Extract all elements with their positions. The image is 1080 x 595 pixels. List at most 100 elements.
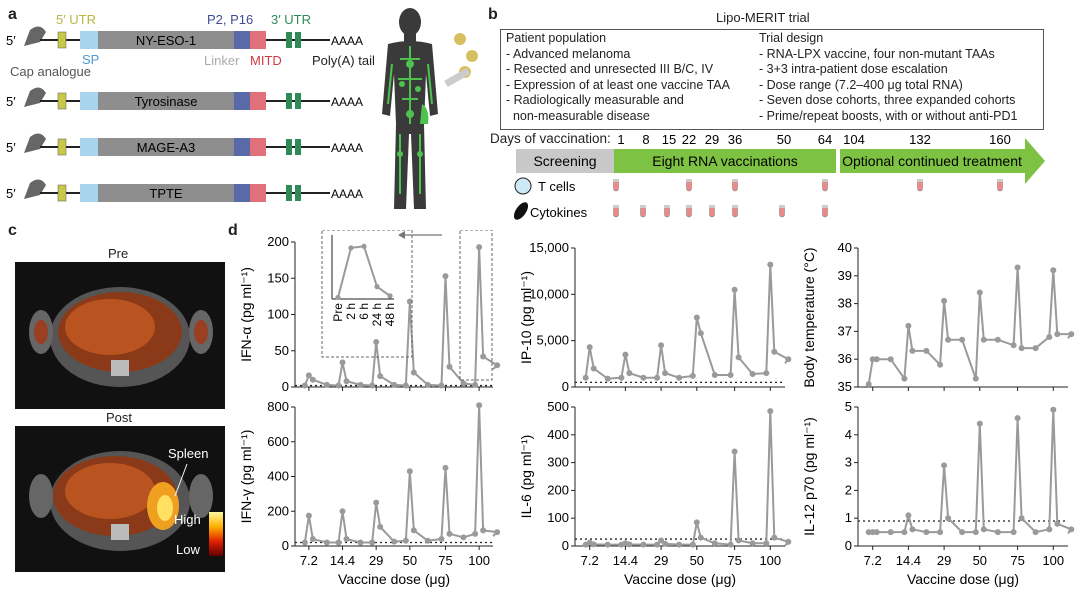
p2p16-block bbox=[234, 184, 250, 202]
data-point bbox=[626, 541, 633, 548]
five-prime-label: 5′ bbox=[6, 33, 16, 48]
y-tick-label: 37 bbox=[838, 323, 852, 338]
data-point bbox=[335, 382, 342, 389]
data-point bbox=[377, 373, 384, 380]
utr3-block bbox=[286, 32, 292, 48]
data-point bbox=[711, 371, 718, 378]
x-tick-label: 29 bbox=[369, 553, 383, 568]
data-point bbox=[301, 382, 308, 389]
inset-point bbox=[335, 294, 341, 301]
data-point bbox=[1018, 345, 1025, 352]
data-point bbox=[357, 381, 364, 388]
data-point bbox=[731, 448, 738, 455]
series-line bbox=[868, 409, 1072, 534]
data-point bbox=[476, 402, 483, 409]
trial-info-box: Patient population - Advanced melanoma -… bbox=[500, 29, 1044, 130]
data-point bbox=[749, 540, 756, 547]
data-point bbox=[676, 374, 683, 381]
y-axis-title: IP-10 (pg ml⁻¹) bbox=[518, 271, 534, 364]
data-point bbox=[305, 512, 312, 519]
data-point bbox=[654, 374, 661, 381]
continued-label: Optional continued treatment bbox=[842, 153, 1022, 169]
day-tick-label: 36 bbox=[728, 132, 742, 147]
y-tick-label: 4 bbox=[845, 427, 852, 442]
data-point bbox=[771, 348, 778, 355]
blood-tube-icon bbox=[732, 179, 738, 192]
spleen-label: Spleen bbox=[168, 446, 209, 461]
data-point bbox=[763, 540, 770, 547]
data-point bbox=[662, 370, 669, 377]
antigen-block bbox=[98, 31, 234, 49]
data-point bbox=[369, 382, 376, 389]
data-point bbox=[1050, 406, 1057, 413]
data-point bbox=[476, 244, 483, 251]
y-tick-label: 0 bbox=[282, 379, 289, 394]
data-point bbox=[442, 464, 449, 471]
x-tick-label: 75 bbox=[727, 553, 741, 568]
antigen-label: Tyrosinase bbox=[135, 94, 198, 109]
colorbar-low-label: Low bbox=[176, 542, 200, 557]
y-tick-label: 3 bbox=[845, 455, 852, 470]
population-item: - Radiologically measurable and bbox=[506, 93, 684, 108]
data-point bbox=[697, 330, 704, 337]
p2p16-block bbox=[234, 138, 250, 156]
data-point bbox=[618, 374, 625, 381]
day-tick-label: 1 bbox=[617, 132, 624, 147]
continued-phase-arrow bbox=[840, 138, 1045, 184]
series-tail bbox=[492, 364, 498, 370]
x-axis-title: Vaccine dose (μg) bbox=[338, 571, 450, 587]
data-point bbox=[972, 375, 979, 382]
utr5-block bbox=[57, 138, 67, 156]
trial-title: Lipo-MERIT trial bbox=[716, 10, 810, 25]
data-point bbox=[731, 286, 738, 293]
panel-letter-d: d bbox=[228, 222, 238, 239]
day-tick-label: 132 bbox=[909, 132, 931, 147]
antigen-label: TPTE bbox=[149, 186, 183, 201]
data-point bbox=[622, 351, 629, 358]
series-tail bbox=[784, 358, 790, 364]
inset-tick-label: 2 h bbox=[344, 303, 358, 320]
day-tick-label: 22 bbox=[682, 132, 696, 147]
data-point bbox=[887, 356, 894, 363]
utr3-block bbox=[286, 139, 292, 155]
data-point bbox=[339, 508, 346, 515]
data-point bbox=[305, 372, 312, 379]
data-point bbox=[1010, 529, 1017, 536]
data-point bbox=[865, 381, 872, 388]
screening-phase bbox=[516, 149, 614, 173]
x-tick-label: 7.2 bbox=[864, 553, 882, 568]
y-tick-label: 800 bbox=[267, 399, 289, 414]
data-point bbox=[357, 539, 364, 546]
cap-icon bbox=[24, 87, 46, 107]
series-line bbox=[584, 264, 789, 380]
data-point bbox=[735, 354, 742, 361]
data-point bbox=[941, 297, 948, 304]
inset-arrowhead bbox=[398, 231, 405, 239]
population-item: - Resected and unresected III B/C, IV bbox=[506, 62, 714, 77]
cytokines-legend: Cytokines bbox=[530, 205, 588, 220]
y-tick-label: 400 bbox=[267, 469, 289, 484]
mitd-block bbox=[250, 92, 266, 110]
y-tick-label: 150 bbox=[267, 270, 289, 285]
inset-tick-label: 48 h bbox=[383, 303, 397, 326]
utr5-label: 5′ UTR bbox=[56, 12, 96, 27]
blood-tube-icon bbox=[917, 179, 923, 192]
panel-letter-c: c bbox=[8, 222, 17, 239]
data-point bbox=[980, 526, 987, 533]
polya-sequence: AAAA bbox=[331, 95, 363, 109]
construct-row: 5′ NY-ESO-1 AAAA bbox=[6, 26, 363, 49]
population-item: - Advanced melanoma bbox=[506, 46, 631, 61]
blood-tube-icon bbox=[822, 205, 828, 218]
x-tick-label: 100 bbox=[759, 553, 781, 568]
data-point bbox=[676, 541, 683, 548]
pet-post-label: Post bbox=[106, 410, 133, 425]
inset-box bbox=[321, 230, 413, 358]
five-prime-label: 5′ bbox=[6, 94, 16, 109]
data-point bbox=[972, 529, 979, 536]
inset-line bbox=[337, 245, 391, 298]
data-point bbox=[693, 519, 700, 526]
polya-label: Poly(A) tail bbox=[312, 53, 375, 68]
utr3-block bbox=[295, 32, 301, 48]
data-point bbox=[604, 541, 611, 548]
sp-block bbox=[80, 92, 98, 110]
